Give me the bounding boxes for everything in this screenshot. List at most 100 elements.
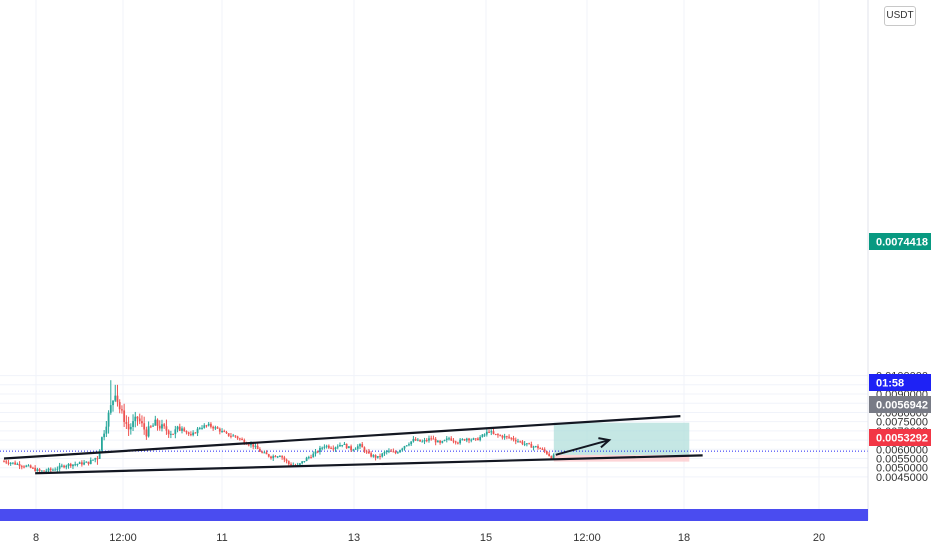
candle — [109, 380, 112, 415]
candle — [356, 444, 359, 451]
candle — [132, 414, 134, 432]
candle — [503, 433, 506, 440]
drawings[interactable] — [3, 415, 703, 475]
candle — [445, 436, 448, 443]
candle — [339, 442, 341, 447]
candle — [258, 447, 261, 452]
candle — [141, 415, 143, 428]
candle — [365, 449, 368, 454]
candle — [52, 468, 54, 471]
candle — [89, 457, 92, 465]
candle — [307, 455, 310, 460]
forecast-arrow[interactable] — [555, 439, 610, 456]
candle — [78, 461, 81, 465]
candle — [43, 470, 45, 472]
candle — [521, 440, 524, 446]
candle — [65, 464, 68, 470]
candle — [98, 449, 101, 459]
candle — [434, 437, 437, 446]
time-tick-label: 11 — [216, 532, 227, 544]
candle — [279, 455, 281, 458]
candle — [58, 462, 61, 472]
time-tick-label: 13 — [348, 532, 360, 544]
candle — [201, 425, 203, 430]
candle — [9, 462, 12, 466]
candle — [441, 440, 444, 444]
candle — [94, 457, 97, 463]
candle — [459, 438, 462, 445]
candle — [221, 428, 223, 433]
price-tick-label: 0.0050000 — [876, 463, 928, 475]
candle — [114, 384, 117, 403]
candle — [254, 443, 257, 449]
candle — [105, 421, 108, 438]
candle — [214, 425, 217, 430]
candle — [83, 459, 85, 466]
candle — [194, 431, 197, 434]
candle — [470, 438, 473, 443]
candle — [305, 456, 308, 462]
lower-trendline[interactable] — [35, 454, 703, 475]
candle — [85, 461, 88, 463]
time-scale[interactable]: 8 12:00 11 13 15 12:00 18 20 — [0, 509, 868, 544]
candle — [450, 436, 453, 441]
candle — [154, 415, 157, 426]
candles — [3, 380, 555, 474]
candle — [276, 456, 279, 459]
currency-unit-button[interactable]: USDT — [884, 6, 916, 26]
candle — [343, 441, 346, 445]
candle — [508, 434, 510, 440]
candle — [492, 428, 495, 435]
time-tick-label: 20 — [813, 532, 825, 544]
candle — [530, 441, 533, 448]
candle — [210, 422, 212, 429]
candle — [421, 439, 424, 443]
candle — [165, 419, 168, 435]
candle — [163, 422, 166, 429]
time-tick-label: 18 — [678, 532, 690, 544]
candle — [27, 464, 30, 467]
candle — [477, 437, 479, 441]
candle — [430, 435, 433, 441]
candle — [376, 456, 379, 459]
candle — [345, 443, 348, 449]
candle — [316, 450, 319, 454]
candle — [145, 426, 148, 440]
badge-countdown: 01:58 — [869, 374, 931, 391]
candle — [412, 436, 415, 443]
candle — [40, 470, 43, 472]
candle — [96, 456, 99, 465]
candle — [525, 443, 528, 447]
candle — [234, 435, 237, 438]
candle — [158, 420, 161, 431]
candle — [465, 437, 468, 443]
candle — [334, 446, 337, 452]
candle — [354, 447, 357, 450]
candle — [176, 425, 179, 433]
candle — [368, 448, 370, 454]
candle — [76, 463, 79, 467]
candle — [127, 416, 130, 436]
candle — [372, 454, 375, 458]
upper-trendline[interactable] — [3, 415, 681, 460]
candle — [359, 443, 361, 449]
candle — [528, 442, 530, 445]
candle — [203, 423, 206, 429]
candle — [116, 384, 119, 407]
candle — [457, 441, 459, 445]
candle — [152, 423, 154, 427]
candle — [312, 451, 315, 458]
candle — [514, 437, 517, 445]
candle — [488, 429, 490, 434]
candle — [265, 450, 268, 455]
candle — [118, 399, 121, 414]
candle — [485, 429, 488, 437]
candle — [501, 434, 504, 440]
candle — [401, 447, 404, 452]
candle — [274, 455, 277, 458]
candle — [241, 437, 243, 441]
candle — [174, 425, 177, 439]
candle — [347, 446, 350, 449]
candle — [394, 450, 397, 455]
